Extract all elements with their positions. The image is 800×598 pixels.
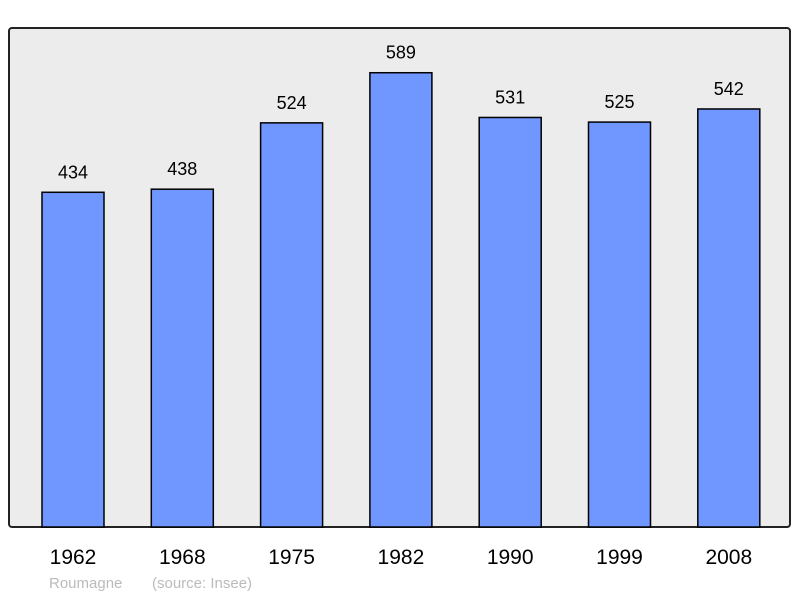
data-label-1990: 531 [495, 87, 525, 107]
x-tick-label-1975: 1975 [268, 546, 315, 569]
data-label-1962: 434 [58, 162, 88, 182]
data-label-2008: 542 [714, 79, 744, 99]
x-tick-label-1962: 1962 [50, 546, 97, 569]
bar-2008 [697, 108, 761, 528]
bar-1962 [41, 191, 105, 528]
x-tick-label-1968: 1968 [159, 546, 206, 569]
bar-1999 [587, 121, 652, 528]
x-tick-label-1999: 1999 [596, 546, 643, 569]
data-label-1999: 525 [604, 92, 634, 112]
bar-1975 [259, 122, 324, 528]
footer-place: Roumagne [49, 575, 123, 592]
data-label-1982: 589 [386, 43, 416, 63]
data-label-1975: 524 [277, 93, 307, 113]
x-tick-label-1982: 1982 [378, 546, 425, 569]
x-tick-label-2008: 2008 [705, 546, 752, 569]
data-label-1968: 438 [167, 159, 197, 179]
bar-1968 [150, 188, 215, 528]
footer-source: (source: Insee) [152, 575, 253, 592]
x-tick-label-1990: 1990 [487, 546, 534, 569]
bar-1990 [478, 116, 542, 528]
bar-1982 [369, 71, 433, 528]
